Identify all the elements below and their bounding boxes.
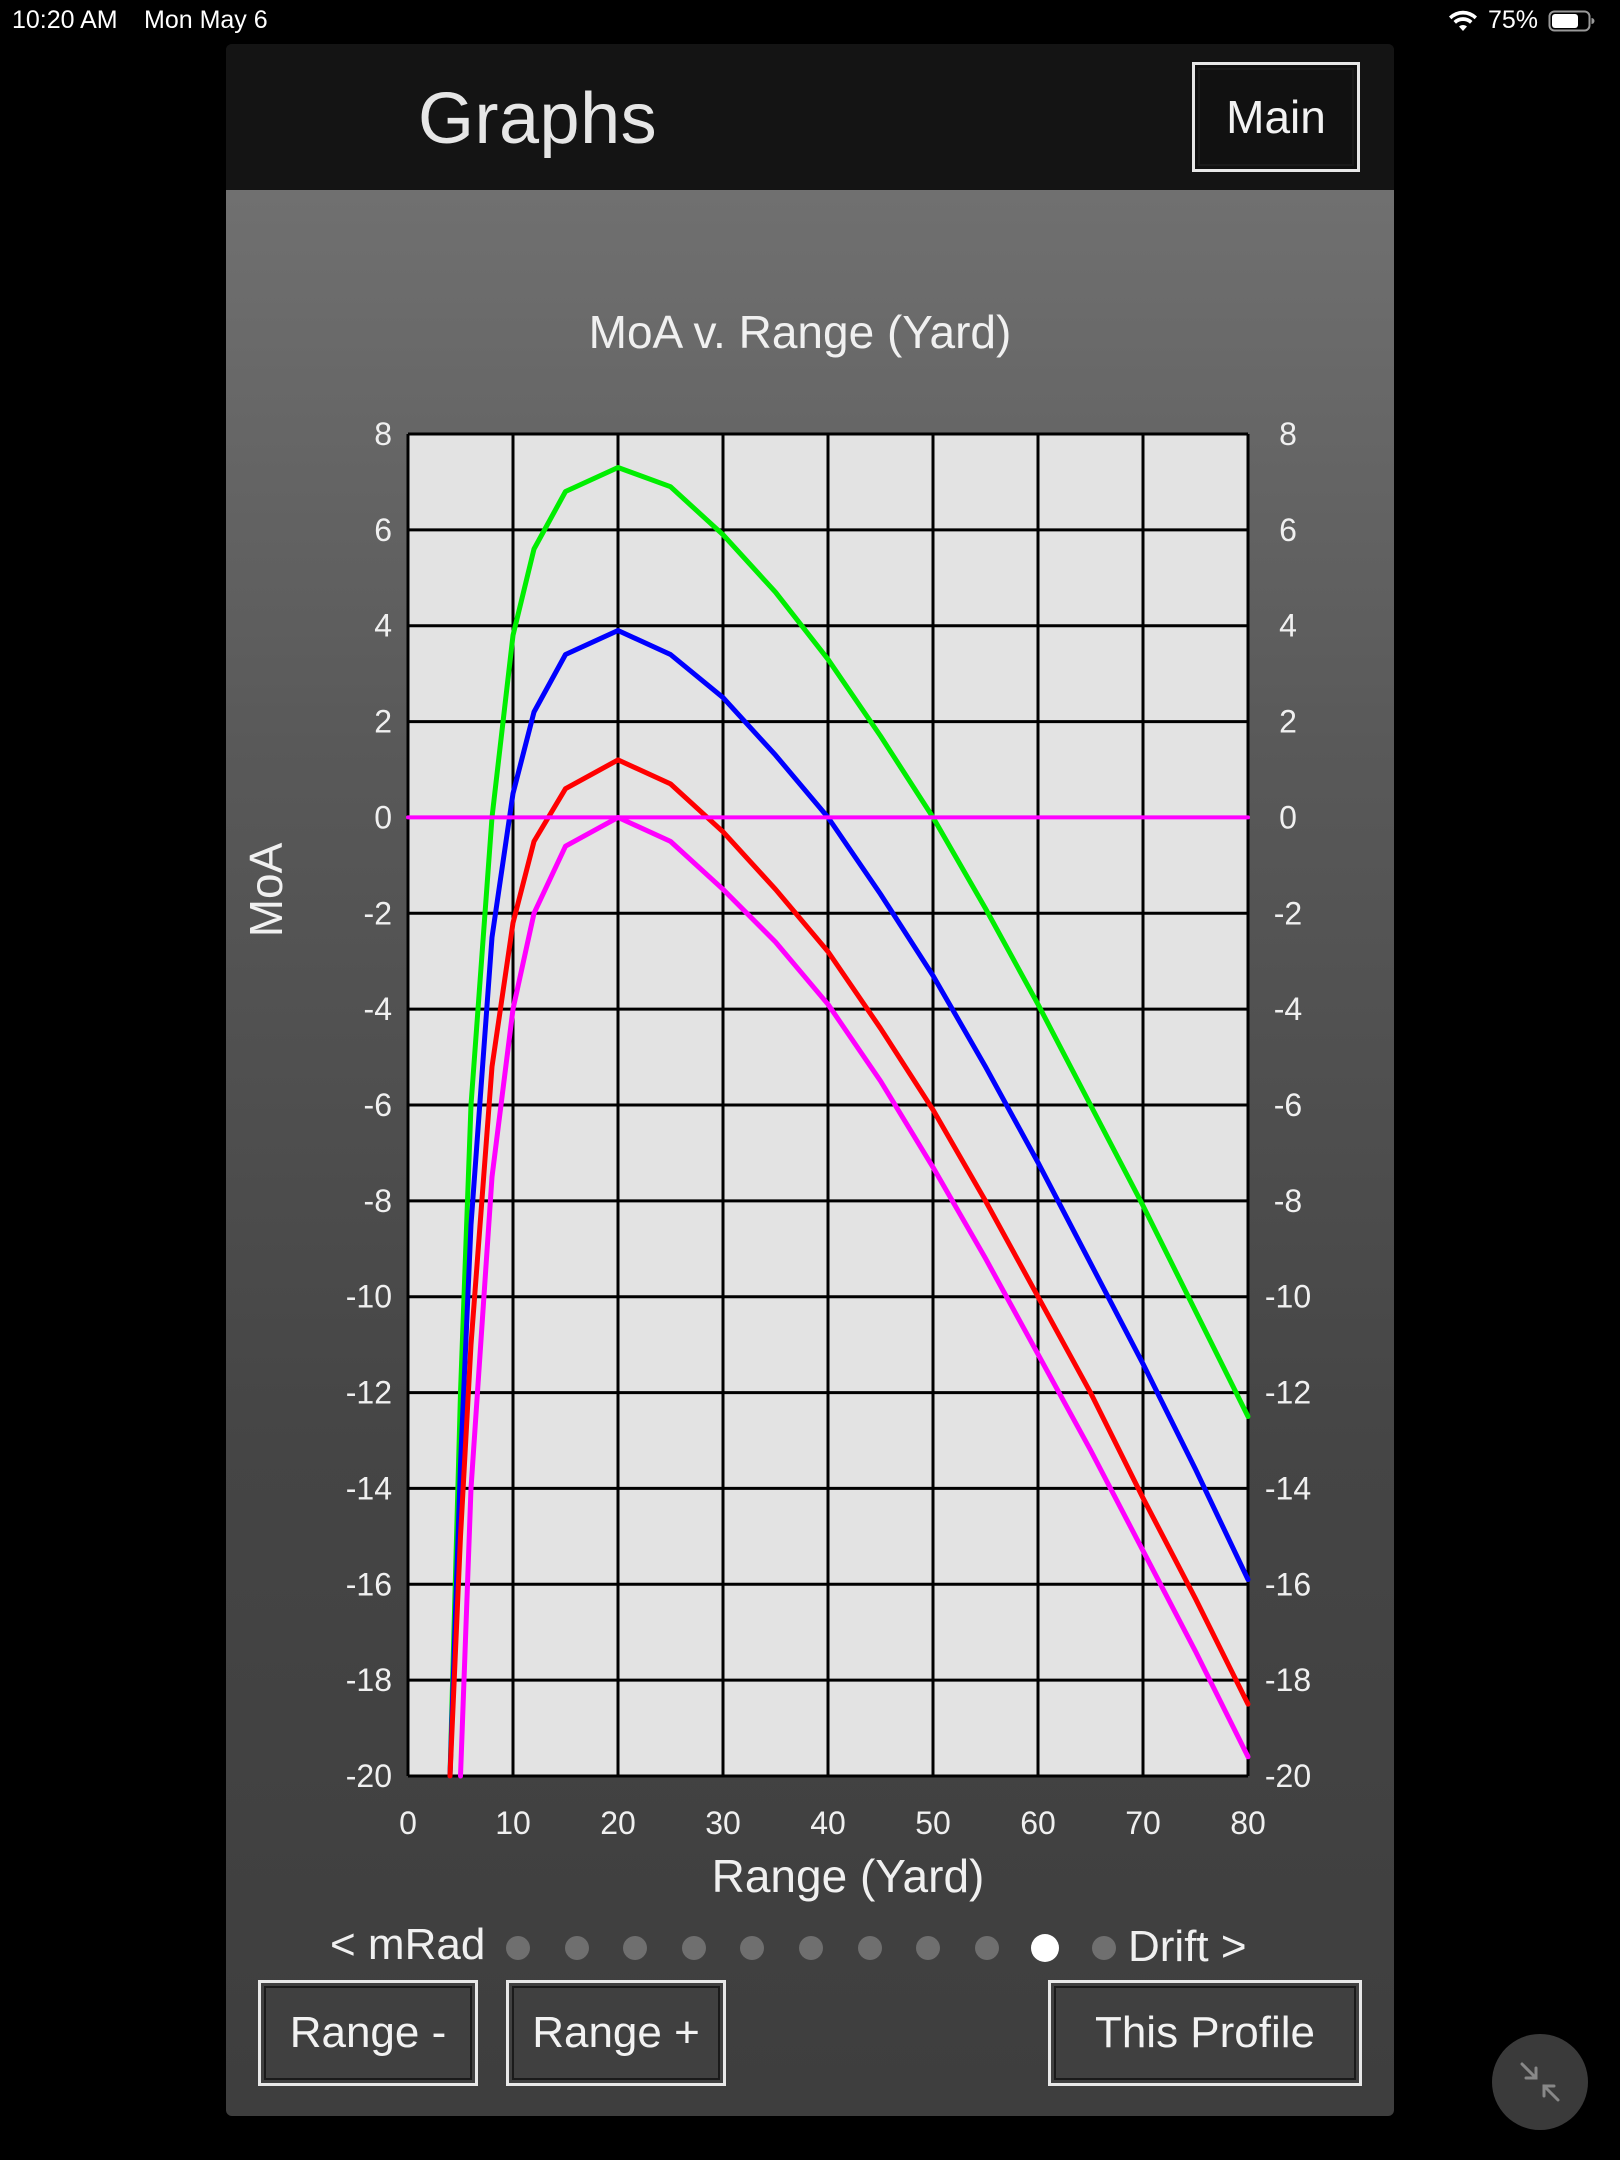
status-time: 10:20 AM — [12, 6, 118, 34]
y-tick-label-right: -6 — [1274, 1087, 1302, 1123]
main-button[interactable]: Main — [1192, 62, 1360, 172]
this-profile-button[interactable]: This Profile — [1048, 1980, 1362, 2086]
y-tick-label-left: -12 — [346, 1375, 392, 1411]
y-tick-label-right: -10 — [1265, 1279, 1311, 1315]
page-dot[interactable] — [799, 1936, 823, 1960]
y-tick-label-right: -18 — [1265, 1662, 1311, 1698]
chart-title: MoA v. Range (Yard) — [589, 306, 1012, 358]
page-dot[interactable] — [506, 1936, 530, 1960]
x-tick-label: 0 — [399, 1805, 417, 1841]
y-tick-label-left: 8 — [374, 416, 392, 452]
page-dot[interactable] — [564, 1936, 589, 1960]
y-tick-label-right: 6 — [1279, 512, 1297, 548]
battery-percent: 75% — [1487, 6, 1538, 34]
prev-graph-link[interactable]: < mRad — [330, 1920, 486, 1969]
page-dot-active[interactable] — [1031, 1934, 1060, 1962]
x-tick-label: 20 — [600, 1805, 636, 1841]
y-tick-label-right: -12 — [1265, 1375, 1311, 1411]
page-indicator: < mRad Drift > — [226, 1910, 1394, 1971]
y-tick-label-left: 6 — [374, 512, 392, 548]
y-tick-label-left: 2 — [374, 704, 392, 740]
page-title: Graphs — [418, 79, 658, 159]
series-line — [447, 628, 1251, 1779]
x-tick-label: 30 — [705, 1805, 741, 1841]
series-line — [458, 814, 1251, 1779]
wifi-icon — [1448, 9, 1478, 33]
page-dot[interactable] — [740, 1936, 765, 1960]
y-tick-label-left: -20 — [346, 1758, 392, 1794]
battery-icon — [1548, 9, 1596, 33]
page-dot[interactable] — [974, 1936, 999, 1960]
x-axis-label: Range (Yard) — [712, 1850, 985, 1902]
page-dot[interactable] — [1092, 1936, 1116, 1960]
y-tick-label-left: -18 — [346, 1662, 392, 1698]
header-bar: Graphs Main — [226, 44, 1394, 190]
y-tick-label-right: -20 — [1265, 1758, 1311, 1794]
y-tick-label-left: -10 — [346, 1279, 392, 1315]
moa-range-chart: MoA v. Range (Yard)8 86 64 42 20 0-2 -2-4 -4-6-… — [240, 306, 1311, 1902]
y-tick-label-right: 0 — [1279, 799, 1297, 835]
page-dot[interactable] — [623, 1936, 648, 1960]
range-minus-button[interactable]: Range - — [258, 1980, 478, 2086]
page-dot[interactable] — [681, 1936, 706, 1960]
y-axis-label: MoA — [240, 842, 292, 937]
y-tick-label-right: 8 — [1279, 416, 1297, 452]
x-tick-label: 40 — [810, 1805, 846, 1841]
y-tick-label-left: 4 — [374, 608, 392, 644]
graphs-panel: Graphs Main MoA v. Range (Yard) 8 8 6 6 4 4 2 2 0… — [226, 44, 1394, 2116]
x-tick-label: 80 — [1230, 1805, 1266, 1841]
status-bar: 10:20 AM Mon May 6 75% — [0, 0, 1620, 40]
status-date: Mon May 6 — [144, 6, 268, 34]
y-tick-label-left: -4 — [364, 991, 392, 1027]
y-tick-label-right: -14 — [1265, 1470, 1311, 1506]
y-tick-label-right: -2 — [1274, 895, 1302, 931]
y-tick-label-left: -6 — [364, 1087, 392, 1123]
y-tick-label-left: -2 — [364, 895, 392, 931]
y-tick-label-right: -8 — [1274, 1183, 1302, 1219]
y-tick-label-left: 0 — [374, 799, 392, 835]
x-tick-label: 60 — [1020, 1805, 1056, 1841]
range-plus-button[interactable]: Range + — [506, 1980, 726, 2086]
y-tick-label-left: -16 — [346, 1566, 392, 1602]
y-tick-label-right: 2 — [1279, 704, 1297, 740]
status-indicators: 75% — [1448, 6, 1596, 35]
y-tick-label-right: 4 — [1279, 608, 1297, 644]
y-tick-label-right: -4 — [1274, 991, 1302, 1027]
y-tick-label-right: -16 — [1265, 1566, 1311, 1602]
series-line — [447, 465, 1251, 1779]
series-line — [447, 757, 1251, 1779]
shrink-arrows-icon[interactable] — [1492, 2034, 1588, 2130]
page-dot[interactable] — [857, 1936, 882, 1960]
page-dot[interactable] — [916, 1936, 941, 1960]
y-tick-label-left: -14 — [346, 1470, 392, 1506]
x-tick-label: 10 — [495, 1805, 531, 1841]
next-graph-link[interactable]: Drift > — [1128, 1922, 1247, 1971]
x-tick-label: 50 — [915, 1805, 951, 1841]
y-tick-label-left: -8 — [364, 1183, 392, 1219]
x-tick-label: 70 — [1125, 1805, 1161, 1841]
